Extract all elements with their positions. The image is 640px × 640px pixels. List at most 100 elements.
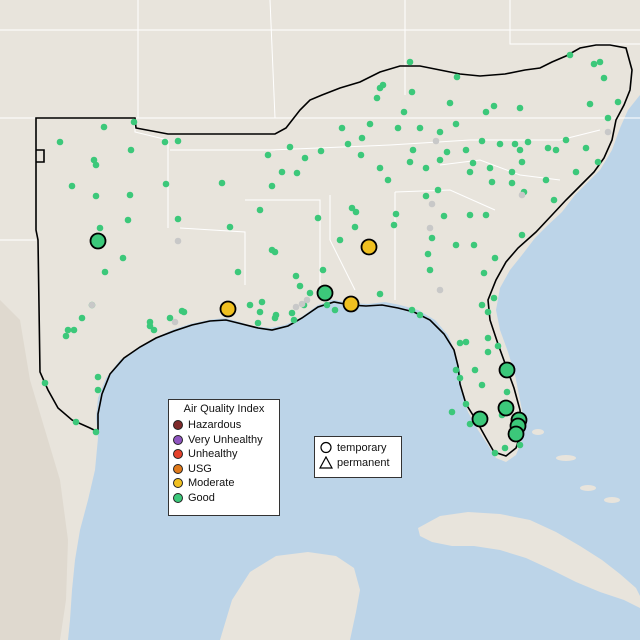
station-marker-good[interactable] [72,418,80,426]
station-marker-nodata[interactable] [298,300,306,308]
station-marker-good[interactable] [162,180,170,188]
station-marker-good[interactable] [174,137,182,145]
station-marker-good[interactable] [466,211,474,219]
station-marker-good[interactable] [150,326,158,334]
station-marker-good[interactable] [590,60,598,68]
station-marker-good[interactable] [428,234,436,242]
station-marker-good[interactable] [94,386,102,394]
station-marker-good[interactable] [68,182,76,190]
station-marker-good[interactable] [56,138,64,146]
temporary-monitor-moderate[interactable] [342,295,360,313]
station-marker-good[interactable] [390,221,398,229]
station-marker-good[interactable] [254,319,262,327]
station-marker-good[interactable] [466,168,474,176]
station-marker-good[interactable] [306,289,314,297]
station-marker-good[interactable] [92,192,100,200]
station-marker-good[interactable] [296,282,304,290]
station-marker-good[interactable] [484,348,492,356]
station-marker-good[interactable] [161,138,169,146]
station-marker-good[interactable] [392,210,400,218]
station-marker-good[interactable] [508,179,516,187]
station-marker-good[interactable] [146,322,154,330]
station-marker-good[interactable] [92,161,100,169]
station-marker-good[interactable] [394,124,402,132]
station-marker-good[interactable] [426,266,434,274]
station-marker-good[interactable] [379,81,387,89]
station-marker-nodata[interactable] [432,137,440,145]
station-marker-good[interactable] [78,314,86,322]
station-marker-good[interactable] [293,169,301,177]
station-marker-good[interactable] [373,94,381,102]
station-marker-good[interactable] [478,381,486,389]
station-marker-good[interactable] [272,311,280,319]
temporary-monitor-good[interactable] [89,232,107,250]
station-marker-good[interactable] [614,98,622,106]
temporary-monitor-good[interactable] [507,425,525,443]
station-marker-good[interactable] [278,168,286,176]
station-marker-good[interactable] [376,290,384,298]
station-marker-good[interactable] [226,223,234,231]
station-marker-good[interactable] [94,373,102,381]
station-marker-good[interactable] [471,366,479,374]
station-marker-good[interactable] [62,332,70,340]
station-marker-good[interactable] [174,215,182,223]
station-marker-nodata[interactable] [171,318,179,326]
temporary-monitor-good[interactable] [471,410,489,428]
station-marker-good[interactable] [314,214,322,222]
station-marker-good[interactable] [357,151,365,159]
station-marker-good[interactable] [70,326,78,334]
station-marker-good[interactable] [246,301,254,309]
station-marker-nodata[interactable] [174,237,182,245]
station-marker-good[interactable] [400,108,408,116]
station-marker-good[interactable] [440,212,448,220]
station-marker-nodata[interactable] [292,303,300,311]
station-marker-good[interactable] [604,114,612,122]
station-marker-good[interactable] [41,379,49,387]
station-marker-good[interactable] [501,444,509,452]
station-marker-good[interactable] [317,147,325,155]
station-marker-good[interactable] [406,158,414,166]
station-marker-good[interactable] [462,146,470,154]
station-marker-good[interactable] [453,73,461,81]
temporary-monitor-moderate[interactable] [219,300,237,318]
station-marker-good[interactable] [436,156,444,164]
station-marker-good[interactable] [488,178,496,186]
station-marker-good[interactable] [323,301,331,309]
station-marker-good[interactable] [443,148,451,156]
station-marker-good[interactable] [434,186,442,194]
station-marker-good[interactable] [516,104,524,112]
station-marker-good[interactable] [482,211,490,219]
station-marker-good[interactable] [572,168,580,176]
station-marker-good[interactable] [416,124,424,132]
station-marker-good[interactable] [511,140,519,148]
station-marker-good[interactable] [92,428,100,436]
station-marker-nodata[interactable] [88,301,96,309]
station-marker-good[interactable] [516,441,524,449]
station-marker-good[interactable] [234,268,242,276]
station-marker-good[interactable] [124,216,132,224]
station-marker-good[interactable] [331,306,339,314]
station-marker-good[interactable] [544,144,552,152]
station-marker-good[interactable] [491,449,499,457]
station-marker-good[interactable] [486,164,494,172]
station-marker-good[interactable] [301,154,309,162]
station-marker-good[interactable] [452,366,460,374]
station-marker-good[interactable] [582,144,590,152]
station-marker-good[interactable] [344,140,352,148]
station-marker-good[interactable] [518,231,526,239]
station-marker-good[interactable] [90,156,98,164]
station-marker-good[interactable] [446,99,454,107]
station-marker-good[interactable] [409,146,417,154]
station-marker-good[interactable] [384,176,392,184]
station-marker-good[interactable] [516,146,524,154]
station-marker-good[interactable] [268,182,276,190]
station-marker-good[interactable] [126,191,134,199]
station-marker-good[interactable] [491,254,499,262]
station-marker-good[interactable] [376,164,384,172]
temporary-monitor-good[interactable] [497,399,515,417]
station-marker-good[interactable] [348,204,356,212]
station-marker-good[interactable] [290,316,298,324]
station-marker-good[interactable] [478,301,486,309]
station-marker-good[interactable] [456,374,464,382]
